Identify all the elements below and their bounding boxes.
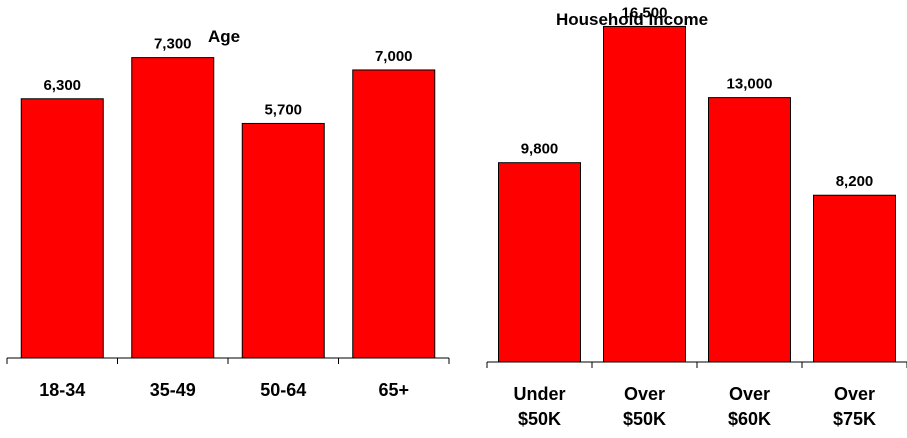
income-tick-label: Over: [624, 384, 665, 404]
income-data-label: 13,000: [727, 76, 773, 93]
income-bar: [498, 162, 581, 363]
income-tick-label: $75K: [833, 409, 876, 429]
age-bar: [20, 98, 104, 359]
age-data-label: 5,700: [264, 101, 302, 118]
income-data-label: 9,800: [521, 141, 559, 158]
income-tick-label: Under: [513, 384, 565, 404]
age-tick-label: 35-49: [150, 380, 196, 400]
age-data-label: 7,300: [154, 36, 192, 53]
household-income-chart: Household Income 9,800 Under $50K 16,500 Ove…: [486, 4, 907, 429]
income-tick-label: Over: [729, 384, 770, 404]
age-data-label: 7,000: [375, 48, 413, 65]
age-data-label: 6,300: [43, 77, 81, 94]
age-bar: [241, 122, 325, 359]
income-data-label: 16,500: [622, 4, 668, 21]
household-income-chart-title: Household Income: [556, 10, 708, 29]
income-bar: [813, 194, 896, 363]
income-tick-label: $50K: [518, 409, 561, 429]
age-tick-label: 50-64: [260, 380, 306, 400]
income-tick-label: $60K: [728, 409, 771, 429]
age-tick-label: 65+: [378, 380, 409, 400]
age-chart-title: Age: [208, 27, 240, 46]
income-bar: [603, 25, 686, 363]
income-tick-label: $50K: [623, 409, 666, 429]
age-bar: [131, 57, 215, 359]
age-chart: Age 6,300 18-34 7,300 35-49 5,700 50-64 7,000 6…: [6, 27, 450, 400]
income-bar: [708, 97, 791, 363]
age-bar: [352, 69, 436, 359]
age-tick-label: 18-34: [39, 380, 85, 400]
income-data-label: 8,200: [836, 173, 874, 190]
income-tick-label: Over: [834, 384, 875, 404]
